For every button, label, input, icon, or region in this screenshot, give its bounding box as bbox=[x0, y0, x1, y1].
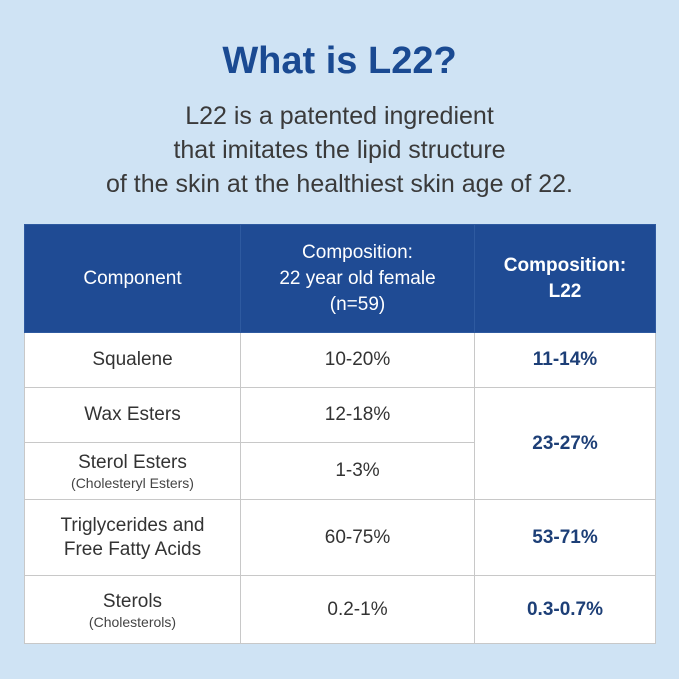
composition-table: Component Composition: 22 year old female… bbox=[24, 224, 656, 644]
component: Wax Esters bbox=[24, 387, 241, 443]
component: Triglycerides and Free Fatty Acids bbox=[24, 499, 241, 576]
female-value: 12-18% bbox=[240, 387, 475, 443]
header-text: L22 bbox=[548, 280, 582, 302]
header-text: (n=59) bbox=[329, 293, 386, 315]
l22-value: 11-14% bbox=[474, 332, 656, 388]
header-text: Composition: bbox=[302, 241, 413, 263]
l22-value: 0.3-0.7% bbox=[474, 575, 656, 644]
description: L22 is a patented ingredient that imitat… bbox=[0, 99, 679, 201]
header-text: Composition: bbox=[503, 254, 627, 276]
component-text: Free Fatty Acids bbox=[63, 538, 202, 560]
component-note: (Cholesterols) bbox=[88, 613, 177, 630]
row: Wax Esters 12-18% 23-27% bbox=[24, 387, 656, 500]
component: Squalene bbox=[24, 332, 241, 388]
row: Sterol Esters (Cholesteryl Esters) 1-3% bbox=[24, 442, 656, 500]
row: Squalene 10-20% 11-14% bbox=[24, 332, 656, 388]
female-value: 60-75% bbox=[240, 499, 475, 576]
component-text: Squalene bbox=[92, 349, 173, 370]
female-value: 10-20% bbox=[240, 332, 475, 388]
header-text: Component bbox=[83, 267, 182, 289]
component-text: Wax Esters bbox=[84, 404, 181, 425]
row: Triglycerides and Free Fatty Acids 60-75%… bbox=[24, 499, 656, 576]
component-text: Sterol Esters bbox=[78, 452, 187, 473]
description-line: L22 is a patented ingredient bbox=[185, 102, 494, 130]
female-value: 0.2-1% bbox=[240, 575, 475, 644]
header-row: Component Composition: 22 year old female… bbox=[24, 224, 656, 333]
title: What is L22? bbox=[222, 40, 457, 82]
description-line: that imitates the lipid structure bbox=[173, 136, 506, 164]
component: Sterol Esters (Cholesteryl Esters) bbox=[24, 442, 241, 500]
description-line: of the skin at the healthiest skin age o… bbox=[106, 170, 573, 198]
l22-value: 53-71% bbox=[474, 499, 656, 576]
component-text: Sterols bbox=[102, 590, 163, 612]
component: Sterols (Cholesterols) bbox=[24, 575, 241, 644]
header-text: 22 year old female bbox=[279, 267, 436, 289]
row: Sterols (Cholesterols) 0.2-1% 0.3-0.7% bbox=[24, 575, 656, 644]
component-text: Triglycerides and bbox=[60, 514, 205, 536]
component-note: (Cholesteryl Esters) bbox=[71, 475, 194, 491]
female-value: 1-3% bbox=[240, 442, 475, 500]
header-cell: Component bbox=[24, 224, 241, 333]
header-cell: Composition: L22 bbox=[474, 224, 656, 333]
l22-value: 23-27% bbox=[474, 387, 656, 500]
header-cell: Composition: 22 year old female (n=59) bbox=[240, 224, 475, 333]
